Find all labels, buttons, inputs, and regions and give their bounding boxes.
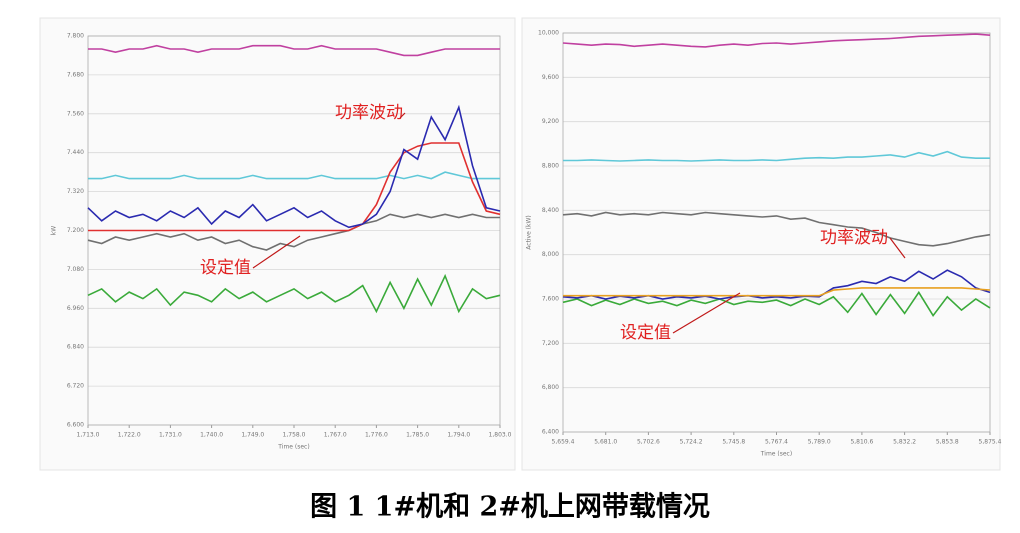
x-tick-label: 1,767.0	[324, 432, 347, 439]
y-axis-label: Active (kW)	[526, 215, 533, 250]
plot-frame	[562, 32, 991, 433]
y-tick-label: 7.200	[67, 227, 84, 234]
x-tick-label: 1,722.0	[118, 432, 141, 439]
y-tick-label: 8,800	[542, 163, 559, 170]
y-tick-label: 8,400	[542, 207, 559, 214]
y-tick-label: 7.320	[67, 188, 84, 195]
series-line	[88, 44, 500, 57]
x-tick-label: 1,758.0	[283, 432, 306, 439]
annotation-arrow	[252, 235, 301, 269]
x-tick-label: 1,749.0	[241, 432, 264, 439]
y-tick-label: 10,000	[538, 30, 559, 37]
annotation-arrow	[672, 292, 741, 334]
series-line	[562, 269, 991, 300]
x-tick-label: 1,740.0	[200, 432, 223, 439]
annotation: 设定值	[620, 323, 671, 343]
y-tick-label: 6.600	[67, 422, 84, 429]
annotation: 设定值	[200, 258, 251, 278]
x-tick-label: 5,702.6	[637, 439, 660, 446]
series-line	[563, 287, 991, 297]
annotation: 功率波动	[335, 103, 403, 123]
y-tick-label: 7.440	[67, 149, 84, 156]
y-tick-label: 9,600	[542, 74, 559, 81]
x-axis-label: Time (sec)	[277, 444, 309, 451]
y-tick-label: 7.560	[67, 110, 84, 117]
series-line	[88, 142, 501, 232]
y-tick-label: 6.960	[67, 305, 84, 312]
x-tick-label: 5,832.2	[893, 439, 916, 446]
y-tick-label: 7,200	[542, 340, 559, 347]
x-tick-label: 5,810.6	[850, 439, 873, 446]
y-tick-label: 7.680	[67, 71, 84, 78]
y-tick-label: 9,200	[542, 118, 559, 125]
series-line	[87, 273, 501, 314]
x-tick-label: 5,875.4	[979, 439, 1002, 446]
series-line	[562, 290, 991, 318]
series-line	[88, 171, 500, 180]
series-line	[563, 150, 990, 162]
y-tick-label: 8,000	[542, 251, 559, 258]
panel-right	[521, 17, 1001, 471]
x-tick-label: 1,776.0	[365, 432, 388, 439]
x-axis-label: Time (sec)	[760, 451, 792, 458]
annotation-arrow	[889, 237, 906, 259]
y-tick-label: 7.080	[67, 266, 84, 273]
x-tick-label: 1,731.0	[159, 432, 182, 439]
y-tick-label: 6,400	[542, 429, 559, 436]
x-tick-label: 1,794.0	[447, 432, 470, 439]
y-tick-label: 6.840	[67, 344, 84, 351]
x-tick-label: 1,785.0	[406, 432, 429, 439]
series-line	[562, 33, 991, 48]
y-tick-label: 7,600	[542, 296, 559, 303]
x-tick-label: 5,767.4	[765, 439, 788, 446]
y-tick-label: 6,800	[542, 384, 559, 391]
x-tick-label: 5,789.0	[808, 439, 831, 446]
y-axis-label: kW	[51, 226, 58, 235]
y-tick-label: 6.720	[67, 383, 84, 390]
series-line	[87, 104, 501, 229]
y-tick-label: 7.800	[67, 33, 84, 40]
x-tick-label: 5,659.4	[552, 439, 575, 446]
x-tick-label: 5,681.0	[594, 439, 617, 446]
x-tick-label: 5,724.2	[680, 439, 703, 446]
x-tick-label: 5,745.8	[722, 439, 745, 446]
annotation: 功率波动	[820, 228, 888, 248]
series-line	[87, 213, 500, 251]
series-line	[562, 211, 991, 247]
x-tick-label: 5,853.8	[936, 439, 959, 446]
caption: 图 1 1#机和 2#机上网带载情况	[310, 492, 710, 523]
x-tick-label: 1,713.0	[77, 432, 100, 439]
x-tick-label: 1,803.0	[489, 432, 512, 439]
annotation-arrow	[399, 112, 406, 119]
